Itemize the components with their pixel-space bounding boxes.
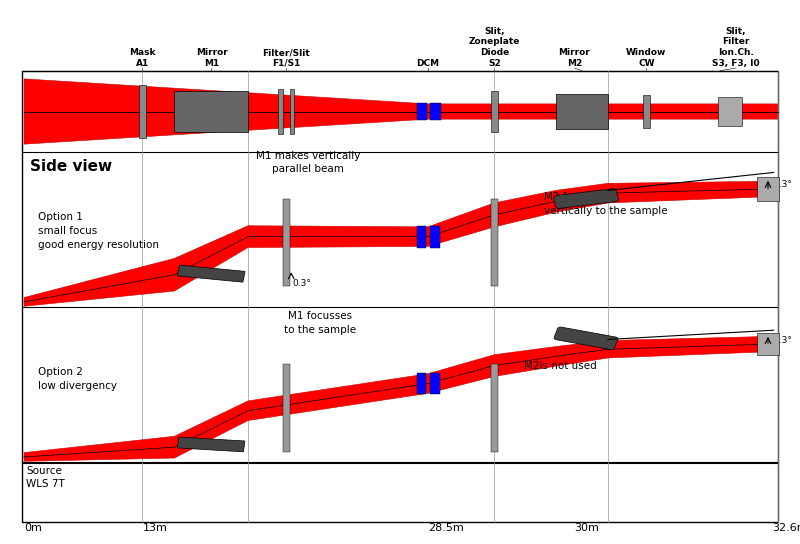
Bar [290,89,294,134]
Text: DCM: DCM [417,59,439,68]
Text: Option 1
small focus
good energy resolution: Option 1 small focus good energy resolut… [38,212,159,250]
Text: 0m: 0m [24,523,42,533]
Bar [178,265,245,282]
Bar [278,89,283,134]
Text: M2is not used: M2is not used [524,361,597,370]
Text: 30m: 30m [574,523,599,533]
Text: M1 focusses
to the sample: M1 focusses to the sample [284,311,356,335]
Text: Top view: Top view [30,101,105,116]
Text: Source
WLS 7T: Source WLS 7T [26,466,65,490]
Bar [491,199,498,286]
Bar [417,103,427,120]
Text: Option 2
low divergency: Option 2 low divergency [38,367,118,391]
Text: Mask
A1: Mask A1 [129,48,156,68]
Bar [718,97,742,126]
Bar [556,94,608,129]
FancyBboxPatch shape [554,327,618,350]
Bar [174,91,248,132]
Text: Mirror
M2: Mirror M2 [558,48,590,68]
Polygon shape [24,181,778,306]
Bar [430,103,441,120]
Text: 0.3°: 0.3° [293,279,312,288]
Text: 0.3°: 0.3° [774,180,793,189]
Text: 28.5m: 28.5m [428,523,464,533]
Bar [491,91,498,132]
Bar [178,437,245,452]
Text: Window
CW: Window CW [626,48,666,68]
Bar [283,364,290,452]
Text: 32.6m: 32.6m [772,523,800,533]
Bar [757,333,779,355]
Text: Side view: Side view [30,159,113,174]
Bar [22,71,778,522]
Bar [417,373,426,394]
FancyBboxPatch shape [554,189,618,208]
Text: 0.3°: 0.3° [774,336,793,345]
Polygon shape [24,336,778,461]
Text: 13m: 13m [142,523,167,533]
Bar [757,177,779,201]
Bar [417,226,426,248]
Text: Mirror
M1: Mirror M1 [196,48,228,68]
Text: Filter/Slit
F1/S1: Filter/Slit F1/S1 [262,48,310,68]
Text: Slit,
Filter
Ion.Ch.
S3, F3, I0: Slit, Filter Ion.Ch. S3, F3, I0 [712,27,760,68]
Bar [643,95,650,128]
Text: M2 focuses
vertically to the sample: M2 focuses vertically to the sample [544,193,668,215]
Text: M1 makes vertically
parallel beam: M1 makes vertically parallel beam [256,151,360,174]
Bar [283,199,290,286]
Text: Slit,
Zoneplate
Diode
S2: Slit, Zoneplate Diode S2 [469,27,520,68]
Bar [491,364,498,452]
Bar [139,85,146,138]
Polygon shape [24,79,778,144]
Bar [430,373,440,394]
Bar [430,226,440,248]
